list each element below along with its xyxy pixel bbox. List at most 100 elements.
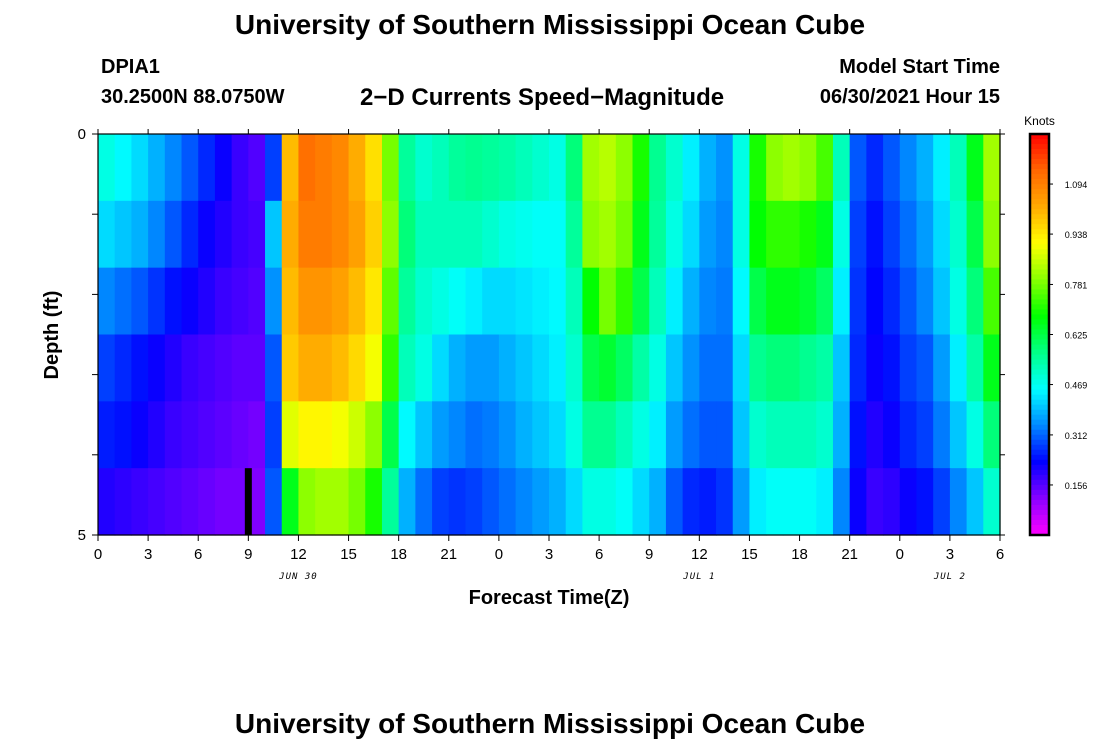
heatmap-cell — [415, 468, 433, 536]
heatmap-cell — [415, 401, 433, 469]
heatmap-cell — [381, 401, 400, 469]
heatmap-cell — [248, 401, 266, 469]
chart-title: 2−D Currents Speed−Magnitude — [360, 84, 725, 111]
colorbar-segment — [1030, 184, 1049, 190]
heatmap-cell — [365, 334, 383, 402]
colorbar-segment — [1030, 139, 1049, 145]
heatmap-cell — [949, 134, 968, 202]
heatmap-cell — [131, 134, 149, 202]
heatmap-cell — [933, 334, 951, 402]
heatmap-cell — [716, 401, 734, 469]
heatmap-cell — [114, 267, 133, 336]
heatmap-cell — [816, 468, 834, 536]
colorbar-segment — [1030, 334, 1049, 341]
heatmap-cell — [532, 334, 550, 402]
colorbar-segment — [1030, 244, 1049, 250]
heatmap-cell — [298, 200, 316, 269]
colorbar-segment — [1030, 509, 1049, 516]
heatmap-cell — [749, 334, 767, 402]
heatmap-cell — [365, 468, 383, 536]
heatmap-cell — [732, 200, 751, 269]
heatmap-cell — [749, 134, 767, 202]
colorbar-segment — [1030, 214, 1049, 220]
heatmap-cell — [348, 267, 366, 336]
colorbar-segment — [1030, 399, 1049, 406]
heatmap-cell — [248, 267, 266, 336]
heatmap-cell — [966, 334, 984, 402]
colorbar-segment — [1030, 309, 1049, 316]
heatmap-cell — [415, 267, 433, 336]
heatmap-cell — [298, 468, 316, 536]
heatmap-cell — [331, 334, 350, 402]
heatmap-cell — [248, 468, 266, 536]
heatmap-cell — [281, 200, 300, 269]
heatmap-cell — [933, 468, 951, 536]
heatmap-cell — [448, 200, 467, 269]
colorbar-segment — [1030, 174, 1049, 180]
heatmap-cell — [498, 468, 517, 536]
heatmap-cell — [298, 134, 316, 202]
colorbar-segment — [1030, 324, 1049, 331]
heatmap-cell — [532, 134, 550, 202]
heatmap-cell — [699, 334, 717, 402]
colorbar-tick-label: 0.312 — [1065, 431, 1088, 441]
heatmap-cell — [849, 334, 867, 402]
heatmap-cell — [615, 200, 634, 269]
heatmap-cell — [549, 468, 567, 536]
heatmap-cell — [933, 267, 951, 336]
colorbar-segment — [1030, 419, 1049, 426]
heatmap-cell — [398, 334, 416, 402]
heatmap-cell — [381, 267, 400, 336]
colorbar-segment — [1030, 159, 1049, 165]
colorbar-segment — [1030, 389, 1049, 396]
heatmap-cell — [883, 200, 901, 269]
heatmap-cell — [331, 468, 350, 536]
heatmap-cell — [632, 200, 650, 269]
heatmap-cell — [331, 401, 350, 469]
colorbar-segment — [1030, 339, 1049, 346]
x-tick-label: 21 — [841, 546, 858, 563]
heatmap-cell — [549, 401, 567, 469]
heatmap-cell — [866, 267, 884, 336]
heatmap-cell — [799, 134, 817, 202]
heatmap-cell — [565, 134, 584, 202]
heatmap-cell — [415, 200, 433, 269]
heatmap-cell — [415, 334, 433, 402]
heatmap-cell — [966, 267, 984, 336]
colorbar-segment — [1030, 439, 1049, 446]
heatmap-cell — [699, 267, 717, 336]
heatmap-cell — [665, 267, 684, 336]
heatmap-cell — [899, 200, 918, 269]
heatmap-cell — [983, 468, 1001, 536]
heatmap-cell — [198, 401, 216, 469]
heatmap-cell — [131, 401, 149, 469]
heatmap-cell — [231, 401, 249, 469]
heatmap-cell — [899, 334, 918, 402]
colorbar-segment — [1030, 279, 1049, 285]
heatmap-cell — [482, 468, 500, 536]
heatmap-cell — [799, 468, 817, 536]
colorbar-segment — [1030, 374, 1049, 381]
heatmap-cell — [148, 401, 166, 469]
colorbar-segment — [1030, 474, 1049, 481]
colorbar-segment — [1030, 219, 1049, 225]
heatmap-cell — [515, 401, 533, 469]
heatmap-cell — [983, 134, 1001, 202]
station-id: DPIA1 — [101, 56, 160, 78]
heatmap-cell — [549, 200, 567, 269]
heatmap-cell — [749, 200, 767, 269]
heatmap-cell — [849, 134, 867, 202]
colorbar-tick-label: 0.781 — [1065, 280, 1088, 290]
heatmap-cell — [799, 267, 817, 336]
heatmap-cell — [866, 134, 884, 202]
heatmap-cell — [916, 468, 934, 536]
heatmap-cell — [615, 334, 634, 402]
colorbar-segment — [1030, 199, 1049, 205]
heatmap-cell — [916, 401, 934, 469]
heatmap-cell — [682, 134, 700, 202]
heatmap-cell — [665, 200, 684, 269]
heatmap-cell — [983, 401, 1001, 469]
heatmap-cell — [198, 468, 216, 536]
heatmap-cell — [532, 267, 550, 336]
date-label: JUN 30 — [278, 572, 318, 582]
